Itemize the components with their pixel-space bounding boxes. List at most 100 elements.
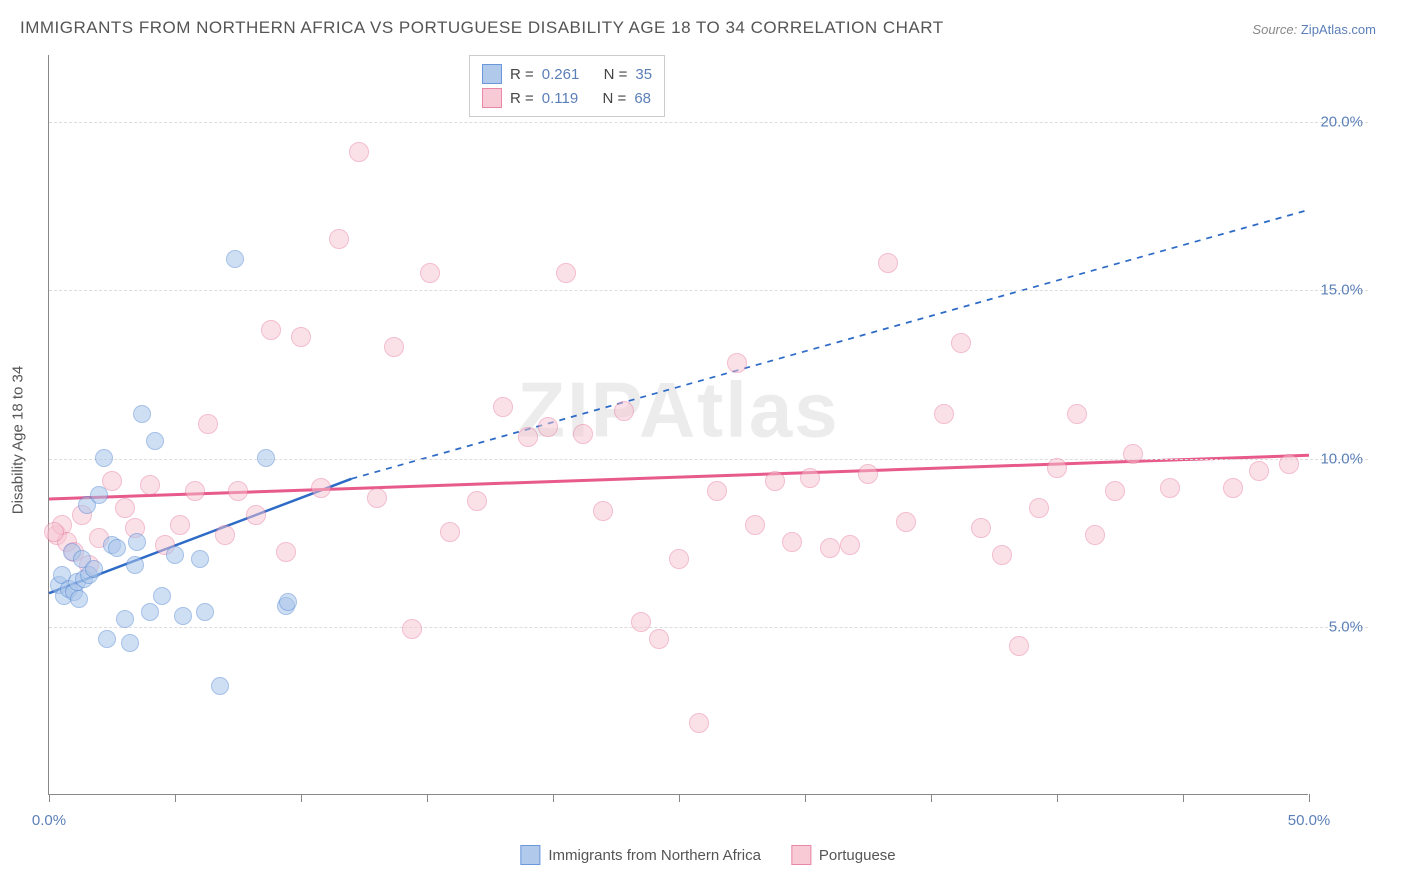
n-value-pink: 68 xyxy=(634,90,651,107)
scatter-point xyxy=(707,481,727,501)
scatter-point xyxy=(257,449,275,467)
scatter-point xyxy=(44,522,64,542)
scatter-point xyxy=(311,478,331,498)
r-value-blue: 0.261 xyxy=(542,66,580,83)
scatter-point xyxy=(1085,525,1105,545)
legend-item-pink: Portuguese xyxy=(791,845,896,865)
y-axis-label: Disability Age 18 to 34 xyxy=(10,366,27,514)
scatter-point xyxy=(261,320,281,340)
scatter-point xyxy=(765,471,785,491)
scatter-point xyxy=(467,491,487,511)
scatter-point xyxy=(329,229,349,249)
scatter-point xyxy=(878,253,898,273)
scatter-point xyxy=(196,603,214,621)
scatter-point xyxy=(1160,478,1180,498)
gridline xyxy=(49,459,1368,460)
n-value-blue: 35 xyxy=(635,66,652,83)
scatter-point xyxy=(573,424,593,444)
scatter-point xyxy=(115,498,135,518)
x-tick xyxy=(301,794,302,802)
scatter-point xyxy=(116,610,134,628)
scatter-point xyxy=(211,677,229,695)
scatter-point xyxy=(85,560,103,578)
scatter-point xyxy=(669,549,689,569)
scatter-point xyxy=(215,525,235,545)
x-tick xyxy=(931,794,932,802)
scatter-point xyxy=(420,263,440,283)
legend-swatch-pink xyxy=(482,88,502,108)
r-prefix: R = xyxy=(510,90,534,107)
scatter-point xyxy=(1009,636,1029,656)
scatter-point xyxy=(820,538,840,558)
x-tick xyxy=(805,794,806,802)
n-prefix: N = xyxy=(603,90,627,107)
scatter-point xyxy=(228,481,248,501)
legend-stats: R = 0.261 N = 35 R = 0.119 N = 68 xyxy=(469,55,665,117)
trend-lines-svg xyxy=(49,55,1309,795)
scatter-point xyxy=(95,449,113,467)
scatter-point xyxy=(126,556,144,574)
scatter-point xyxy=(745,515,765,535)
scatter-point xyxy=(128,533,146,551)
y-tick-label: 5.0% xyxy=(1329,618,1363,635)
scatter-point xyxy=(141,603,159,621)
scatter-point xyxy=(440,522,460,542)
scatter-point xyxy=(140,475,160,495)
x-tick xyxy=(427,794,428,802)
scatter-point xyxy=(98,630,116,648)
source-attribution: Source: ZipAtlas.com xyxy=(1252,22,1376,37)
x-tick xyxy=(1309,794,1310,802)
x-tick-label: 0.0% xyxy=(32,812,66,829)
source-label: Source: xyxy=(1252,22,1297,37)
scatter-point xyxy=(146,432,164,450)
scatter-point xyxy=(276,542,296,562)
legend-swatch-pink-icon xyxy=(791,845,811,865)
scatter-point xyxy=(1123,444,1143,464)
scatter-point xyxy=(198,414,218,434)
scatter-point xyxy=(934,404,954,424)
scatter-point xyxy=(121,634,139,652)
y-tick-label: 10.0% xyxy=(1320,450,1363,467)
gridline xyxy=(49,627,1368,628)
legend-swatch-blue xyxy=(482,64,502,84)
scatter-point xyxy=(800,468,820,488)
scatter-point xyxy=(133,405,151,423)
scatter-point xyxy=(402,619,422,639)
scatter-point xyxy=(166,546,184,564)
scatter-point xyxy=(291,327,311,347)
scatter-point xyxy=(174,607,192,625)
r-value-pink: 0.119 xyxy=(542,90,578,107)
scatter-point xyxy=(727,353,747,373)
y-tick-label: 20.0% xyxy=(1320,114,1363,131)
scatter-point xyxy=(1105,481,1125,501)
scatter-point xyxy=(185,481,205,501)
legend-swatch-blue-icon xyxy=(520,845,540,865)
x-tick xyxy=(1057,794,1058,802)
scatter-point xyxy=(90,486,108,504)
scatter-point xyxy=(556,263,576,283)
n-prefix: N = xyxy=(604,66,628,83)
scatter-point xyxy=(971,518,991,538)
legend-stats-row-pink: R = 0.119 N = 68 xyxy=(482,86,652,110)
legend-label-blue: Immigrants from Northern Africa xyxy=(548,847,761,864)
scatter-point xyxy=(1223,478,1243,498)
x-tick xyxy=(1183,794,1184,802)
x-tick xyxy=(553,794,554,802)
scatter-point xyxy=(896,512,916,532)
scatter-point xyxy=(951,333,971,353)
scatter-point xyxy=(1029,498,1049,518)
scatter-point xyxy=(593,501,613,521)
x-tick xyxy=(175,794,176,802)
x-tick xyxy=(679,794,680,802)
scatter-point xyxy=(70,590,88,608)
scatter-point xyxy=(1279,454,1299,474)
scatter-point xyxy=(840,535,860,555)
legend-item-blue: Immigrants from Northern Africa xyxy=(520,845,761,865)
r-prefix: R = xyxy=(510,66,534,83)
scatter-point xyxy=(279,593,297,611)
scatter-point xyxy=(992,545,1012,565)
scatter-point xyxy=(689,713,709,733)
x-tick-label: 50.0% xyxy=(1288,812,1331,829)
x-tick xyxy=(49,794,50,802)
scatter-point xyxy=(226,250,244,268)
